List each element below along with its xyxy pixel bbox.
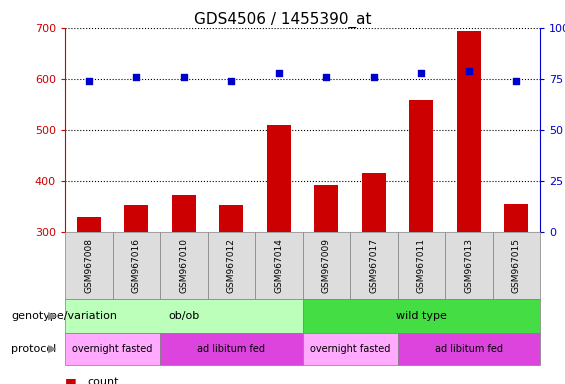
Text: wild type: wild type (396, 311, 447, 321)
Bar (314, 185, 338, 232)
Text: GSM967009: GSM967009 (321, 238, 331, 293)
Text: GDS4506 / 1455390_at: GDS4506 / 1455390_at (194, 12, 371, 28)
Text: ob/ob: ob/ob (168, 311, 199, 321)
Point (84, 78, 93, 84)
Text: ad libitum fed: ad libitum fed (197, 344, 265, 354)
Point (417, 70, 426, 76)
Point (512, 78, 521, 84)
Point (321, 74, 331, 80)
Bar (77, 217, 101, 232)
Bar (124, 205, 148, 232)
Text: ▶: ▶ (48, 344, 57, 354)
Text: ▶: ▶ (48, 311, 57, 321)
Text: overnight fasted: overnight fasted (72, 344, 153, 354)
Text: GSM967016: GSM967016 (132, 238, 141, 293)
Text: GSM967015: GSM967015 (512, 238, 521, 293)
Text: GSM967014: GSM967014 (274, 238, 283, 293)
Text: ad libitum fed: ad libitum fed (434, 344, 503, 354)
Text: GSM967011: GSM967011 (417, 238, 426, 293)
Text: genotype/variation: genotype/variation (11, 311, 118, 321)
Bar (457, 31, 481, 232)
Point (370, 74, 379, 80)
Bar (505, 204, 528, 232)
Text: count: count (88, 377, 119, 384)
Text: GSM967012: GSM967012 (227, 238, 236, 293)
Bar (410, 101, 433, 232)
Text: ■: ■ (65, 376, 77, 384)
Point (132, 74, 141, 80)
Point (227, 78, 236, 84)
Text: GSM967010: GSM967010 (179, 238, 188, 293)
Text: overnight fasted: overnight fasted (310, 344, 390, 354)
Text: GSM967013: GSM967013 (464, 238, 473, 293)
Bar (172, 195, 195, 232)
Bar (362, 173, 386, 232)
Point (274, 70, 283, 76)
Text: GSM967008: GSM967008 (84, 238, 93, 293)
Text: GSM967017: GSM967017 (370, 238, 378, 293)
Bar (267, 125, 290, 232)
Point (464, 68, 473, 74)
Bar (219, 205, 243, 232)
Point (179, 74, 188, 80)
Text: protocol: protocol (11, 344, 56, 354)
